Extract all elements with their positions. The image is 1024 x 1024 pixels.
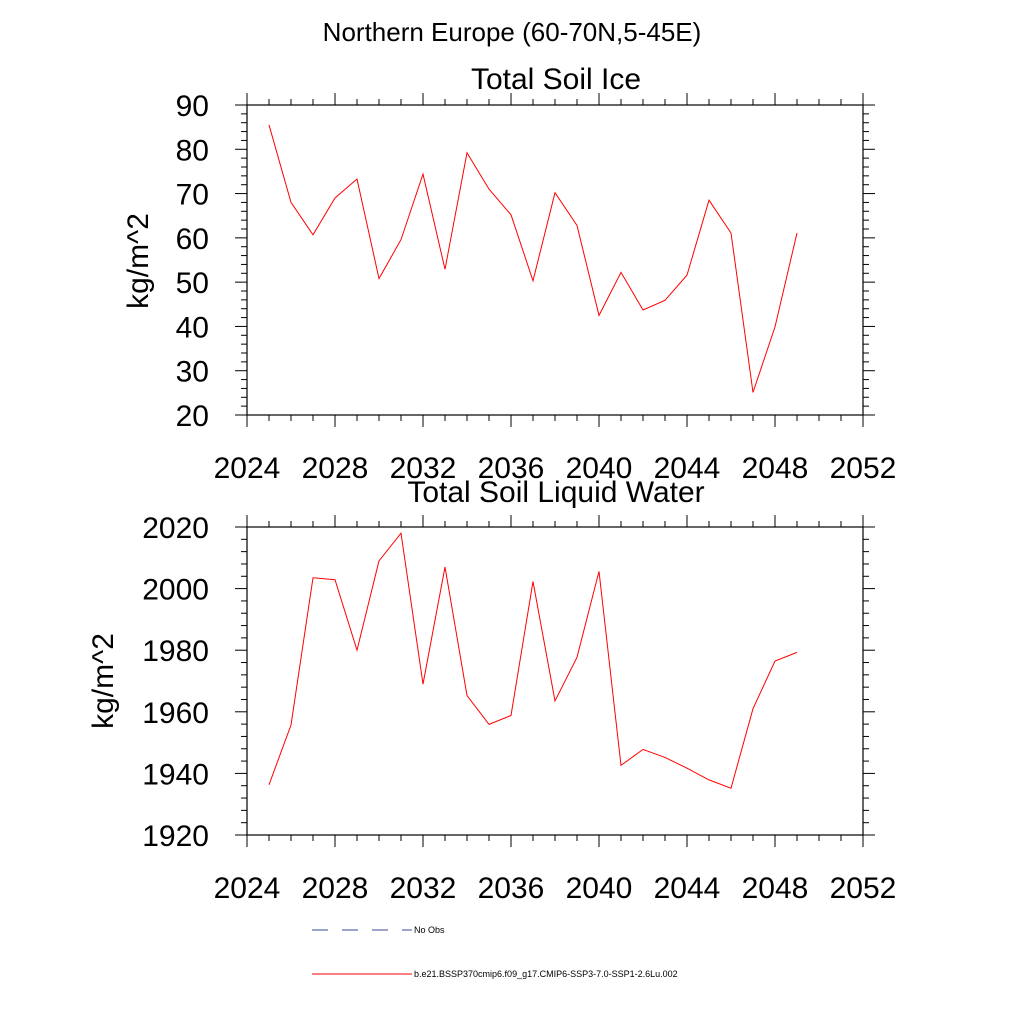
y-tick-label: 2020 [142,512,209,545]
x-tick-label: 2032 [390,872,457,905]
panel-total-soil-ice: Total Soil Ice kg/m^2 2024 2028 2032 2036 20… [122,63,896,485]
panel-title: Total Soil Ice [471,63,641,96]
y-axis-label: kg/m^2 [122,213,155,309]
x-tick-label: 2052 [830,452,897,485]
axis-ticks [235,93,875,427]
x-tick-label: 2028 [302,452,369,485]
y-tick-label: 1960 [142,697,209,730]
plot-frame [246,104,864,416]
y-tick-label: 30 [176,356,209,389]
panel-total-soil-liquid-water: Total Soil Liquid Water kg/m^2 2024 2028 2… [87,476,896,905]
y-tick-label: 1980 [142,635,209,668]
x-tick-label: 2052 [830,872,897,905]
x-tick-label: 2040 [566,452,633,485]
y-tick-label: 50 [176,267,209,300]
x-tick-label: 2040 [566,872,633,905]
figure-suptitle: Northern Europe (60-70N,5-45E) [323,17,702,47]
series-line [268,531,798,789]
y-axis-label: kg/m^2 [87,633,120,729]
x-tick-label: 2044 [654,872,721,905]
x-tick-label: 2044 [654,452,721,485]
series-line [268,124,798,393]
x-tick-label: 2024 [214,452,281,485]
x-tick-label: 2048 [742,872,809,905]
y-tick-label: 60 [176,223,209,256]
y-tick-label: 20 [176,400,209,433]
x-tick-label: 2048 [742,452,809,485]
plot-frame [246,526,864,836]
x-tick-label: 2036 [478,872,545,905]
tick-labels: 2024 2028 2032 2036 2040 2044 2048 2052 1920 1940… [142,512,896,905]
x-tick-label: 2036 [478,452,545,485]
y-tick-label: 70 [176,179,209,212]
x-tick-label: 2024 [214,872,281,905]
tick-labels: 2024 2028 2032 2036 2040 2044 2048 2052 20 30 40 50… [176,90,897,485]
y-tick-label: 90 [176,90,209,123]
x-tick-label: 2028 [302,872,369,905]
legend: No Obs b.e21.BSSP370cmip6.f09_g17.CMIP6-… [312,925,678,979]
x-tick-label: 2032 [390,452,457,485]
legend-no-obs-label: No Obs [414,925,445,935]
axis-ticks [235,515,875,847]
panel-title: Total Soil Liquid Water [407,476,704,509]
y-tick-label: 80 [176,134,209,167]
legend-model-label: b.e21.BSSP370cmip6.f09_g17.CMIP6-SSP3-7.… [414,969,678,979]
y-tick-label: 1940 [142,758,209,791]
y-tick-label: 1920 [142,820,209,853]
y-tick-label: 40 [176,311,209,344]
y-tick-label: 2000 [142,574,209,607]
